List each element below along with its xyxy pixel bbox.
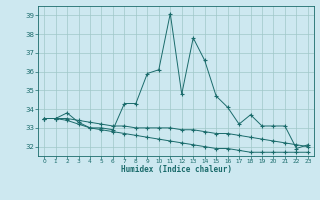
- X-axis label: Humidex (Indice chaleur): Humidex (Indice chaleur): [121, 165, 231, 174]
